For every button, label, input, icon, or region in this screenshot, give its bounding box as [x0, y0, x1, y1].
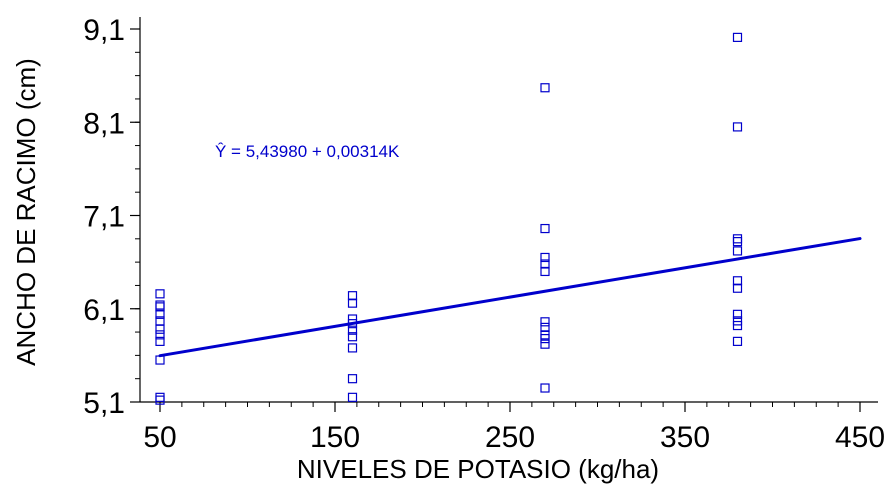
data-point	[540, 266, 550, 277]
y-axis-title: ANCHO DE RACIMO (cm)	[11, 58, 41, 366]
x-tick-label: 450	[835, 421, 885, 454]
axes: 50 150 250 350 450 5,1 6,1 7,1 8,1 9,1	[83, 14, 885, 454]
data-point	[732, 320, 743, 331]
data-point	[540, 339, 550, 349]
y-tick-label: 8,1	[83, 107, 125, 140]
data-point	[732, 32, 743, 42]
x-tick-label: 150	[310, 421, 360, 454]
data-point	[732, 336, 743, 346]
data-point	[732, 316, 743, 326]
data-point	[155, 324, 165, 334]
data-point	[155, 300, 165, 310]
data-point	[347, 392, 358, 402]
data-point	[540, 252, 550, 263]
data-point	[347, 343, 358, 353]
data-point	[347, 298, 358, 308]
data-point	[155, 355, 165, 365]
data-point	[347, 374, 358, 384]
data-point	[540, 223, 550, 234]
regression-line-group	[158, 237, 862, 358]
data-point	[347, 291, 358, 301]
x-axis-title: NIVELES DE POTASIO (kg/ha)	[297, 454, 659, 484]
y-tick-label: 5,1	[83, 387, 125, 420]
data-point	[732, 234, 743, 244]
y-tick-label: 9,1	[83, 14, 125, 47]
y-tick-label: 6,1	[83, 294, 125, 327]
x-tick-label: 250	[485, 421, 535, 454]
data-point	[347, 319, 358, 329]
data-point	[732, 237, 743, 247]
data-point	[155, 392, 165, 402]
data-point	[347, 314, 358, 324]
data-point	[732, 122, 743, 132]
data-point	[732, 276, 743, 286]
data-point	[155, 289, 165, 299]
regression-equation: Ŷ = 5,43980 + 0,00314K	[215, 142, 400, 161]
data-point	[155, 316, 165, 326]
data-point	[732, 283, 743, 293]
data-point	[347, 332, 358, 342]
data-point	[732, 309, 743, 319]
data-point	[155, 302, 165, 312]
data-point	[540, 317, 550, 327]
x-tick-label: 50	[143, 421, 176, 454]
data-point	[540, 259, 550, 269]
data-point	[540, 322, 550, 332]
data-point	[540, 83, 550, 93]
data-point	[540, 383, 550, 393]
data-point	[347, 325, 358, 335]
data-point	[732, 246, 743, 256]
data-points	[155, 32, 743, 405]
y-tick-label: 7,1	[83, 201, 125, 234]
regression-line	[158, 237, 862, 358]
data-point	[155, 336, 165, 346]
data-point	[155, 330, 165, 340]
x-tick-label: 350	[660, 421, 710, 454]
